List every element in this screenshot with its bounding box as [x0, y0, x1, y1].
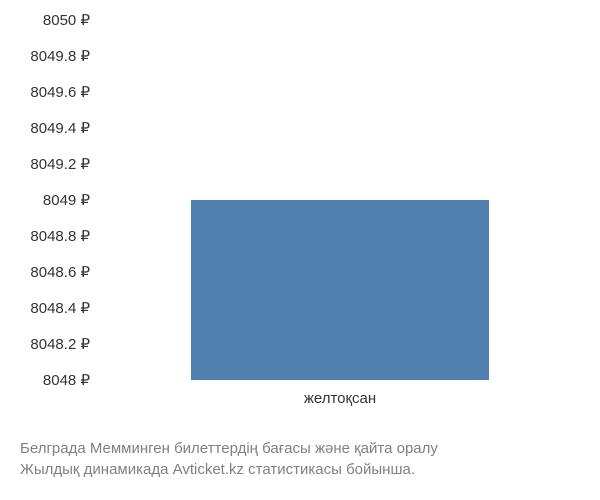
- y-tick-label: 8049.8 ₽: [30, 47, 90, 65]
- y-tick-label: 8050 ₽: [43, 11, 90, 29]
- caption-line-1: Белграда Мемминген билеттердің бағасы жә…: [20, 438, 580, 459]
- y-tick-label: 8049.6 ₽: [30, 83, 90, 101]
- y-tick-label: 8049.2 ₽: [30, 155, 90, 173]
- plot-area: желтоқсан: [100, 20, 580, 380]
- bar: [191, 200, 489, 380]
- x-tick-label: желтоқсан: [304, 390, 376, 407]
- y-tick-label: 8049 ₽: [43, 191, 90, 209]
- y-tick-label: 8049.4 ₽: [30, 119, 90, 137]
- y-tick-label: 8048 ₽: [43, 371, 90, 389]
- y-tick-label: 8048.2 ₽: [30, 335, 90, 353]
- chart-container: 8048 ₽ 8048.2 ₽ 8048.4 ₽ 8048.6 ₽ 8048.8 ₽ 80…: [0, 0, 600, 500]
- y-tick-label: 8048.8 ₽: [30, 227, 90, 245]
- y-tick-label: 8048.4 ₽: [30, 299, 90, 317]
- caption-line-2: Жылдық динамикада Avticket.kz статистика…: [20, 459, 580, 480]
- chart-caption: Белграда Мемминген билеттердің бағасы жә…: [20, 438, 580, 480]
- y-tick-label: 8048.6 ₽: [30, 263, 90, 281]
- y-axis-labels: 8048 ₽8048.2 ₽8048.4 ₽8048.6 ₽8048.8 ₽80…: [0, 20, 95, 380]
